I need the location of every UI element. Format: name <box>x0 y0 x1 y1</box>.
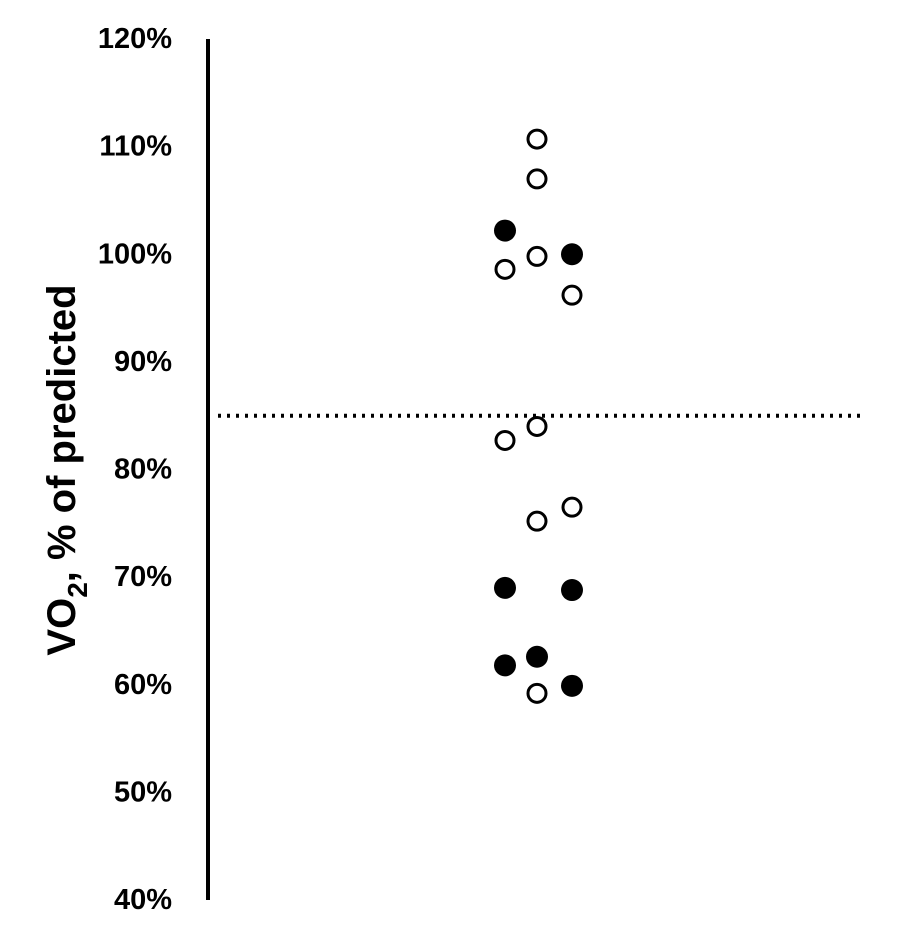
y-tick-label: 100% <box>98 238 172 270</box>
y-axis-ticks: 40% 50% 60% 70% 80% 90% 100% 110% 120% <box>98 23 172 916</box>
y-axis-label: VO2, % of predicted <box>40 284 93 655</box>
data-point-open <box>526 168 548 190</box>
y-axis-label-subscript: 2 <box>62 582 93 598</box>
y-tick-label: 80% <box>114 454 172 486</box>
data-point-open <box>561 496 583 518</box>
y-tick-label: 40% <box>114 884 172 916</box>
data-point-filled <box>561 579 583 602</box>
data-point-filled <box>526 645 548 668</box>
data-point-open <box>526 682 548 704</box>
y-tick-label: 50% <box>114 776 172 808</box>
y-tick-label: 60% <box>114 669 172 701</box>
y-tick-label: 90% <box>114 346 172 378</box>
data-points <box>494 128 583 704</box>
y-tick-label: 120% <box>98 23 172 55</box>
data-point-filled <box>494 576 516 599</box>
data-point-filled <box>494 654 516 677</box>
y-tick-label: 70% <box>114 561 172 593</box>
data-point-open <box>526 128 548 150</box>
data-point-open <box>561 284 583 306</box>
data-point-filled <box>561 674 583 697</box>
y-tick-label: 110% <box>99 131 172 163</box>
data-point-open <box>526 510 548 532</box>
y-axis-label-suffix: , % of predicted <box>40 284 84 582</box>
data-point-filled <box>494 219 516 242</box>
data-point-filled <box>561 243 583 266</box>
data-point-open <box>494 429 516 451</box>
data-point-open <box>526 245 548 267</box>
y-axis-label-prefix: VO <box>40 598 84 656</box>
data-point-open <box>494 258 516 280</box>
data-point-open <box>526 415 548 437</box>
